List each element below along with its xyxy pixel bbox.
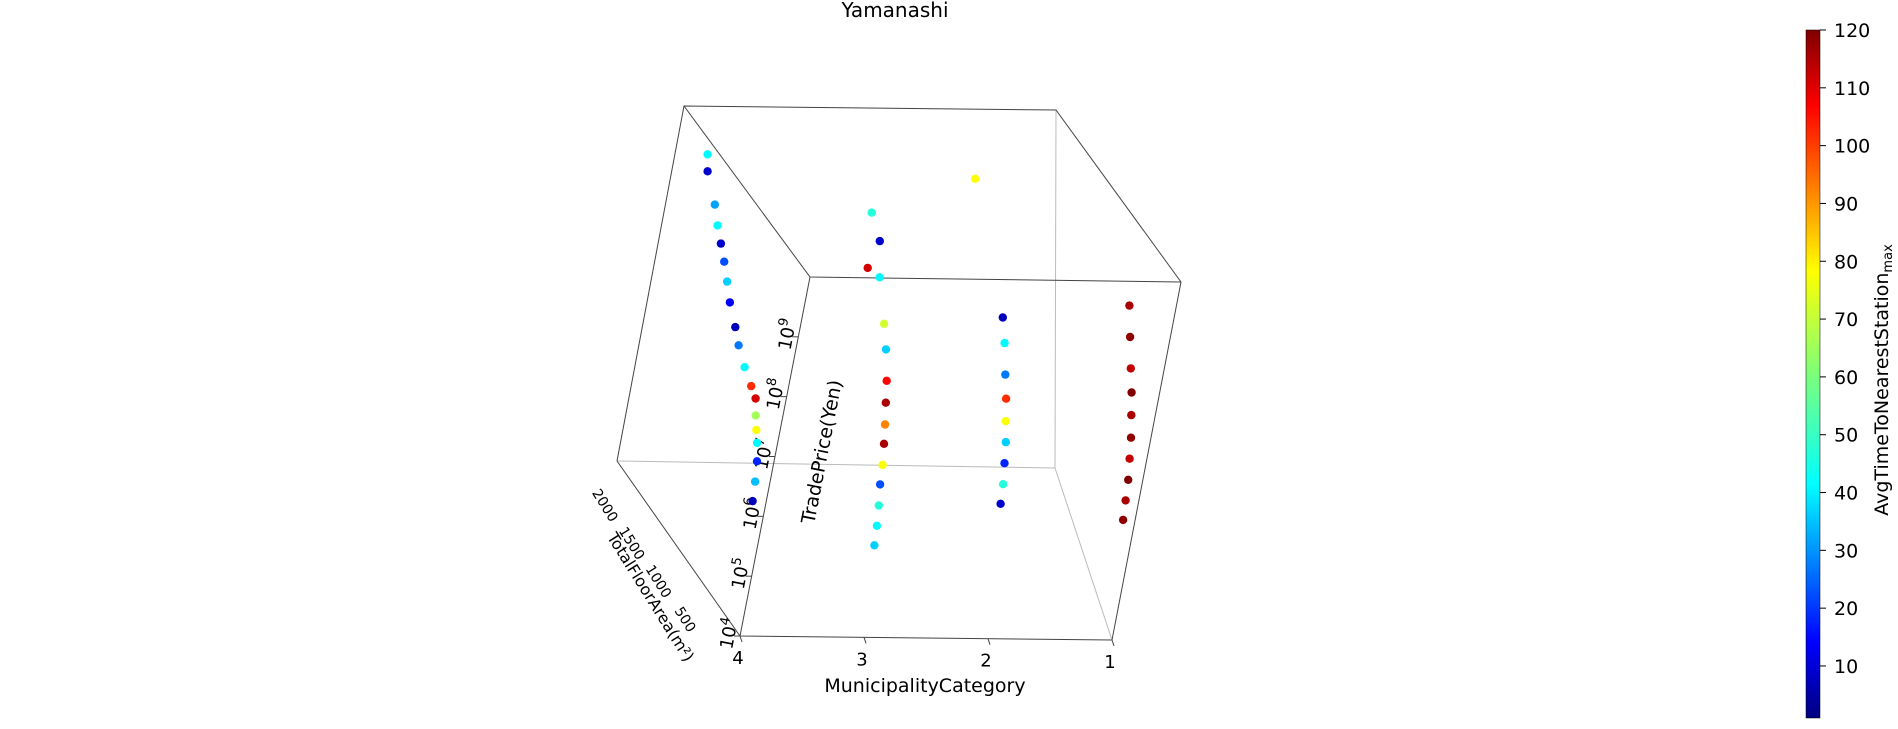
scatter-point	[971, 174, 980, 183]
colorbar-tick-label: 100	[1834, 136, 1870, 158]
x-tick-label: 2	[980, 651, 991, 672]
z-tick-exponent: 4	[718, 616, 734, 627]
colorbar-label-main: AvgTimeToNearestStation	[1871, 273, 1893, 516]
scatter-point	[996, 499, 1005, 508]
colorbar-tick-label: 20	[1834, 598, 1858, 620]
scatter-point	[882, 376, 891, 385]
z-tick-label: 108	[760, 376, 790, 411]
scatter-point	[867, 208, 876, 217]
scatter-point	[879, 319, 889, 328]
x-tick-label: 3	[856, 649, 867, 670]
colorbar-tick-label: 70	[1834, 309, 1858, 331]
scatter-point	[1124, 475, 1133, 484]
scatter-point	[752, 425, 761, 435]
x-axis-label: MunicipalityCategory	[824, 675, 1025, 697]
colorbar-tick-label: 90	[1834, 193, 1858, 215]
scatter-point	[703, 167, 712, 176]
scatter-point	[875, 273, 884, 282]
colorbar-tick-label: 60	[1834, 367, 1858, 389]
scatter-point	[875, 480, 885, 489]
scatter-point	[1000, 459, 1009, 468]
scatter-point	[1001, 370, 1010, 379]
scatter-point	[725, 298, 735, 307]
scatter-point	[1127, 388, 1136, 397]
scatter-point	[1000, 338, 1009, 348]
colorbar-tick-label: 80	[1834, 251, 1858, 273]
colorbar	[1805, 29, 1821, 719]
scatter-point	[1001, 417, 1010, 426]
z-tick-exponent: 5	[729, 556, 745, 567]
scatter-point	[881, 398, 890, 407]
scatter-point	[1001, 437, 1010, 447]
scatter-point	[710, 200, 719, 209]
z-tick-label: 109	[772, 317, 802, 352]
scatter-point	[881, 345, 891, 354]
box-outline	[616, 105, 1182, 641]
scatter-point	[1126, 364, 1136, 373]
scatter-point	[703, 150, 712, 159]
box-front-top	[683, 105, 1182, 283]
scatter-point	[722, 277, 732, 286]
scatter-point	[875, 236, 884, 246]
z-tick-label: 105	[725, 556, 755, 591]
z-tick-exponent: 9	[776, 317, 792, 328]
scatter-point	[1001, 394, 1011, 403]
scatter-point	[734, 341, 743, 350]
scatter-point	[750, 477, 760, 486]
z-axis-label: TradePrice(Yen)	[797, 378, 847, 527]
scatter-point	[880, 420, 890, 429]
colorbar-label: AvgTimeToNearestStationmax	[1871, 244, 1896, 516]
scatter-point	[1125, 332, 1135, 342]
colorbar-tick-label: 110	[1834, 78, 1870, 100]
x-tick-label: 1	[1104, 652, 1115, 673]
scatter-point	[1118, 515, 1128, 525]
colorbar-tick-label: 40	[1834, 483, 1858, 505]
scatter-point	[872, 521, 882, 530]
colorbar-tick-label: 30	[1834, 540, 1858, 562]
scatter-point	[740, 363, 749, 372]
scatter-point	[870, 541, 879, 550]
scatter-point	[998, 313, 1007, 322]
x-tick-mark	[863, 637, 867, 644]
scatter-point	[716, 239, 726, 248]
scatter-point	[751, 411, 760, 420]
pane-edge	[1054, 467, 1113, 641]
scatter-point	[752, 457, 762, 466]
scatter-point	[731, 322, 740, 332]
scatter-point	[1127, 410, 1136, 420]
scatter-point	[878, 460, 887, 470]
scatter-point	[713, 221, 722, 230]
z-tick-exponent: 8	[764, 376, 780, 387]
scatter-point	[1126, 433, 1136, 442]
scatter-point	[874, 501, 883, 510]
scatter-point	[863, 263, 872, 273]
scatter-point	[879, 439, 889, 448]
pane-edge	[616, 460, 1056, 469]
scatter-point	[1125, 301, 1134, 310]
y-tick-label: 2000	[588, 486, 620, 525]
axes-box	[616, 105, 1182, 641]
scatter-point	[1121, 496, 1130, 505]
scatter-point	[1125, 454, 1134, 463]
colorbar-tick-label: 120	[1834, 20, 1870, 42]
chart-title: Yamanashi	[840, 0, 948, 22]
scatter-points	[703, 150, 1136, 550]
scatter-point	[748, 496, 757, 506]
x-tick-mark	[1111, 639, 1115, 647]
scatter-point	[998, 480, 1008, 489]
y-axis-label: TotalFloorArea(m²)	[603, 528, 698, 665]
x-tick-mark	[739, 635, 743, 643]
colorbar-tick-label: 10	[1834, 656, 1858, 678]
z-tick-label: 104	[713, 616, 743, 651]
colorbar-tick-label: 50	[1834, 425, 1858, 447]
scatter-point	[720, 257, 729, 266]
pane-edge	[1054, 109, 1057, 469]
x-tick-mark	[987, 638, 991, 645]
scatter-point	[751, 394, 760, 403]
scatter-point	[747, 381, 756, 391]
scatter-point	[752, 438, 762, 448]
x-tick-label: 4	[732, 648, 743, 669]
colorbar-label-subscript: max	[1881, 244, 1896, 273]
